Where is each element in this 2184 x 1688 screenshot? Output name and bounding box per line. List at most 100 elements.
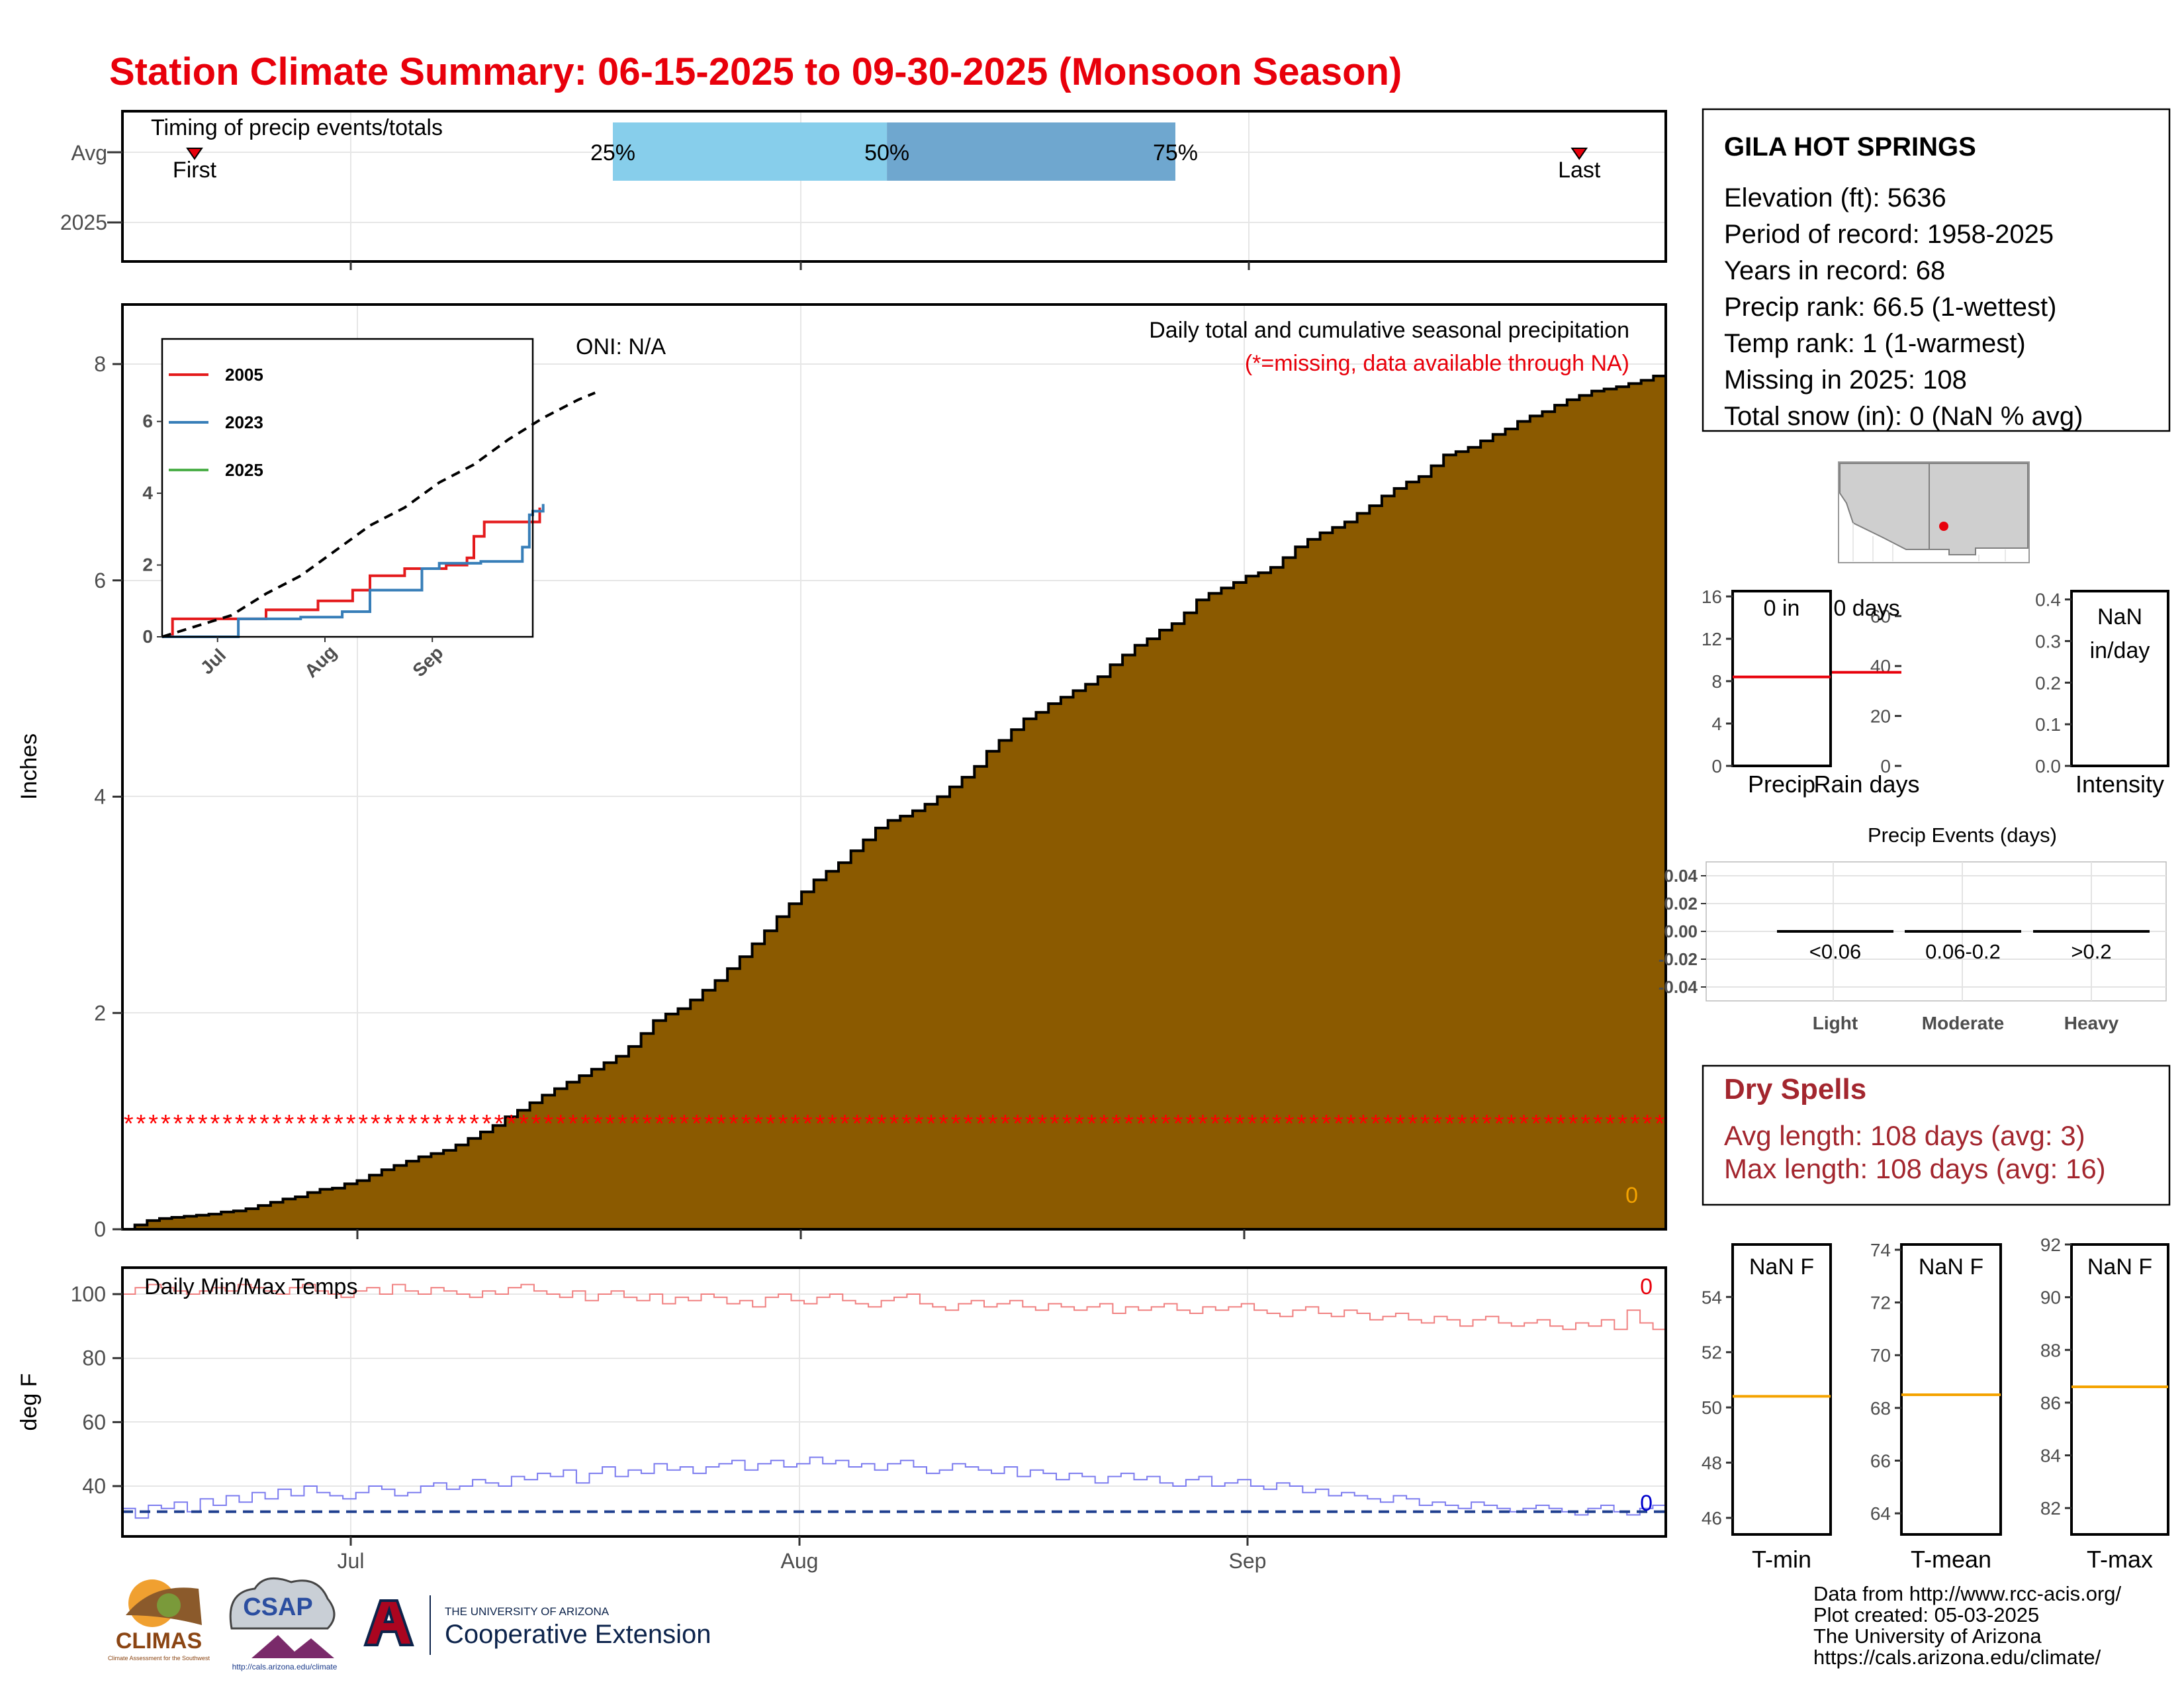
mini-bar-tick: 8 <box>1711 671 1722 692</box>
mini-bar-tick: 0 <box>1711 756 1722 776</box>
temp-bar-value: NaN F <box>2087 1254 2152 1280</box>
last-event-marker <box>1570 148 1588 160</box>
missing-day-marker: * <box>1062 1110 1072 1138</box>
temp-bar-tick: 50 <box>1702 1397 1722 1418</box>
temp-ytick-label: 40 <box>82 1474 106 1498</box>
missing-day-marker: * <box>506 1110 516 1138</box>
missing-day-marker: * <box>1222 1110 1232 1138</box>
missing-day-marker: * <box>1408 1110 1418 1138</box>
events-title: Precip Events (days) <box>1868 823 2057 847</box>
inset-ytick-label: 2 <box>142 555 153 575</box>
footer-credits: Data from http://www.rcc-acis.org/Plot c… <box>1813 1582 2122 1669</box>
temp-bar-tick: 72 <box>1870 1293 1891 1313</box>
events-ytick-label: 0.02 <box>1664 894 1698 914</box>
dry-spells-title: Dry Spells <box>1724 1073 1866 1105</box>
temp-bar-tick: 84 <box>2040 1446 2061 1466</box>
events-category-label: Moderate <box>1922 1013 2004 1033</box>
timing-ylabel-avg: Avg <box>71 141 107 165</box>
missing-day-marker: * <box>1506 1110 1516 1138</box>
missing-day-marker: * <box>1519 1110 1529 1138</box>
missing-day-marker: * <box>1013 1110 1023 1138</box>
daily-min-temp-line <box>122 1456 1666 1519</box>
mini-bar-tick: 12 <box>1702 629 1722 649</box>
temp-bar-tick: 74 <box>1870 1240 1891 1260</box>
climas-subtitle: Climate Assessment for the Southwest <box>108 1655 210 1662</box>
missing-day-marker: * <box>494 1110 504 1138</box>
station-info-line: Temp rank: 1 (1-warmest) <box>1724 329 2026 358</box>
missing-day-marker: * <box>210 1110 220 1138</box>
q75-label: 75% <box>1153 140 1198 165</box>
temp-bar-tick: 82 <box>2040 1498 2061 1519</box>
missing-day-marker: * <box>1001 1110 1011 1138</box>
missing-day-marker: * <box>1235 1110 1245 1138</box>
temp-bar-tick: 54 <box>1702 1287 1722 1307</box>
missing-day-marker: * <box>1309 1110 1319 1138</box>
missing-day-marker: * <box>1285 1110 1295 1138</box>
tmax-end-label: 0 <box>1640 1274 1653 1299</box>
missing-day-marker: * <box>901 1110 911 1138</box>
inset-xtick-label: Jul <box>197 645 230 679</box>
missing-day-marker: * <box>741 1110 751 1138</box>
missing-day-marker: * <box>1643 1110 1653 1138</box>
missing-day-marker: * <box>976 1110 985 1138</box>
main-ytick-label: 4 <box>94 785 106 809</box>
missing-day-marker: * <box>161 1110 171 1138</box>
events-range-label: 0.06-0.2 <box>1925 940 2001 963</box>
missing-day-marker: * <box>988 1110 998 1138</box>
university-of-arizona-logo: THE UNIVERSITY OF ARIZONA Cooperative Ex… <box>363 1595 711 1655</box>
temp-bar-tick: 86 <box>2040 1393 2061 1413</box>
missing-day-marker: * <box>296 1110 306 1138</box>
station-info-line: Precip rank: 66.5 (1-wettest) <box>1724 293 2056 322</box>
missing-day-marker: * <box>1580 1110 1590 1138</box>
station-location-dot <box>1939 522 1948 531</box>
mini-bar-value: 0 days <box>1833 596 1899 621</box>
mini-bar-label: Precip <box>1748 771 1815 798</box>
missing-day-marker: * <box>927 1110 936 1138</box>
missing-day-marker: * <box>679 1110 689 1138</box>
missing-day-marker: * <box>569 1110 578 1138</box>
missing-day-marker: * <box>408 1110 418 1138</box>
first-event-marker <box>186 148 203 160</box>
csap-wordmark: CSAP <box>243 1593 313 1621</box>
first-event-label: First <box>173 158 217 183</box>
missing-day-marker: * <box>1433 1110 1443 1138</box>
inset-line-2023 <box>162 504 545 638</box>
missing-day-marker: * <box>617 1110 627 1138</box>
missing-day-marker: * <box>321 1110 331 1138</box>
missing-day-marker: * <box>803 1110 813 1138</box>
station-name: GILA HOT SPRINGS <box>1724 132 1976 162</box>
missing-day-marker: * <box>1346 1110 1356 1138</box>
missing-day-marker: * <box>1136 1110 1146 1138</box>
temp-ytick-label: 100 <box>71 1282 106 1306</box>
temp-bar-tick: 48 <box>1702 1453 1722 1474</box>
temp-bar-tick: 46 <box>1702 1508 1722 1528</box>
missing-day-marker: * <box>1111 1110 1121 1138</box>
missing-day-marker: * <box>778 1110 788 1138</box>
missing-day-marker: * <box>420 1110 430 1138</box>
mini-bar-tick: 0.0 <box>2035 756 2061 776</box>
oni-label: ONI: N/A <box>576 334 666 359</box>
temp-bar-t-min: 46 48 50 52 54 NaN F T-min <box>1702 1243 1832 1573</box>
missing-day-marker: * <box>704 1110 714 1138</box>
mini-bar-tick: 60 <box>1870 606 1891 627</box>
temp-bar-label: T-min <box>1752 1546 1811 1573</box>
missing-day-marker: * <box>1210 1110 1220 1138</box>
missing-day-marker: * <box>173 1110 183 1138</box>
station-info-line: Period of record: 1958-2025 <box>1724 220 2054 249</box>
inset-ytick-label: 4 <box>142 483 153 503</box>
daily-max-temp-line <box>122 1284 1666 1331</box>
missing-day-marker: * <box>334 1110 343 1138</box>
missing-day-marker: * <box>1593 1110 1603 1138</box>
legend-label-2023: 2023 <box>225 412 263 432</box>
temp-bar-value: NaN F <box>1749 1254 1814 1280</box>
missing-day-marker: * <box>457 1110 467 1138</box>
missing-day-marker: * <box>124 1110 134 1138</box>
page-title: Station Climate Summary: 06-15-2025 to 0… <box>109 50 1402 93</box>
missing-day-marker: * <box>519 1110 529 1138</box>
missing-day-marker: * <box>655 1110 664 1138</box>
temp-bar-label: T-mean <box>1911 1546 1991 1573</box>
inset-chart: 0 2 4 6 Jul Aug Sep 2005 2023 2025 <box>142 338 596 681</box>
mini-bar-value-unit: in/day <box>2090 638 2150 663</box>
